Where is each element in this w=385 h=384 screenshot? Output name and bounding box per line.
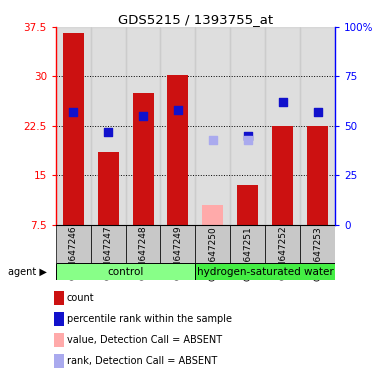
Point [244,132,251,139]
Bar [230,225,265,263]
Text: agent ▶: agent ▶ [8,266,47,277]
Point [105,129,111,135]
Text: GSM647248: GSM647248 [139,226,147,280]
Bar [91,27,126,225]
Point [175,107,181,113]
Point [140,113,146,119]
Title: GDS5215 / 1393755_at: GDS5215 / 1393755_at [118,13,273,26]
Bar [307,126,328,225]
Bar [161,27,195,225]
Bar [265,225,300,263]
Bar [56,263,195,280]
Bar [126,27,161,225]
Bar [132,93,154,225]
Point [244,137,251,143]
Bar [63,33,84,225]
Text: control: control [107,266,144,277]
Bar [203,205,223,225]
Bar [195,263,335,280]
Text: GSM647250: GSM647250 [208,226,218,281]
Bar [300,225,335,263]
Bar [272,126,293,225]
Text: GSM647252: GSM647252 [278,226,287,280]
Point [210,137,216,143]
Bar [56,225,91,263]
Text: GSM647253: GSM647253 [313,226,322,281]
Bar [195,225,230,263]
Point [70,109,76,115]
Text: percentile rank within the sample: percentile rank within the sample [67,314,232,324]
Bar [161,225,195,263]
Text: count: count [67,293,95,303]
Bar [91,225,126,263]
Text: value, Detection Call = ABSENT: value, Detection Call = ABSENT [67,335,222,345]
Bar [265,27,300,225]
Bar [126,225,161,263]
Bar [56,27,91,225]
Text: GSM647251: GSM647251 [243,226,252,281]
Bar [98,152,119,225]
Text: GSM647246: GSM647246 [69,226,78,280]
Text: GSM647249: GSM647249 [173,226,182,280]
Bar [230,27,265,225]
Text: GSM647247: GSM647247 [104,226,113,280]
Point [280,99,286,105]
Text: rank, Detection Call = ABSENT: rank, Detection Call = ABSENT [67,356,217,366]
Bar [195,27,230,225]
Bar [237,185,258,225]
Text: hydrogen-saturated water: hydrogen-saturated water [197,266,333,277]
Bar [300,27,335,225]
Bar [167,75,188,225]
Point [315,109,321,115]
